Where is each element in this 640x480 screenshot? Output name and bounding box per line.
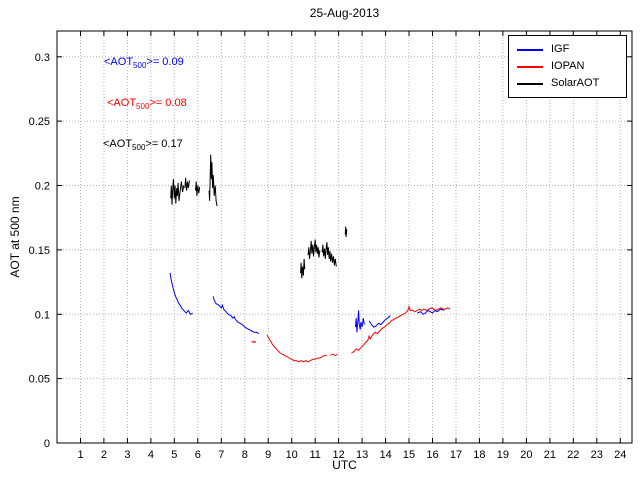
series-IOPAN — [251, 304, 451, 363]
series-IGF — [169, 272, 445, 335]
series-segment — [169, 272, 193, 315]
series-segment — [368, 315, 391, 328]
y-tick-label: 0 — [44, 438, 50, 450]
y-tick-labels: 0 0.05 0.1 0.15 0.2 0.25 0.3 — [29, 52, 50, 450]
chart-title: 25-Aug-2013 — [309, 6, 380, 20]
x-tick-label: 22 — [567, 449, 579, 461]
x-tick-label: 1 — [77, 449, 83, 461]
legend-line-sample-igf — [517, 48, 543, 51]
y-tick-label: 0.15 — [29, 245, 50, 257]
annotation-subscript: 500 — [132, 143, 146, 152]
series-segment — [266, 334, 327, 363]
axes-box — [56, 30, 633, 444]
series-segment — [321, 242, 337, 267]
series-segment — [170, 179, 185, 205]
x-tick-label: 5 — [171, 449, 177, 461]
series-segment — [344, 226, 348, 238]
x-tick-label: 21 — [544, 449, 556, 461]
x-tick-labels: 1 2 3 4 5 6 7 8 9 10 11 12 13 14 15 16 17 18 19 20 21 22 23 24 — [77, 449, 626, 461]
x-tick-label: 4 — [148, 449, 154, 461]
x-tick-label: 20 — [520, 449, 532, 461]
x-axis-label: UTC — [332, 458, 357, 472]
x-tick-label: 12 — [332, 449, 344, 461]
legend-item-iopan: IOPAN — [517, 58, 618, 75]
legend-label: IOPAN — [551, 60, 585, 72]
legend-item-igf: IGF — [517, 41, 618, 58]
legend-item-solaraot: SolarAOT — [517, 75, 618, 92]
series-segment — [417, 308, 445, 315]
series-segment — [307, 239, 321, 259]
annotation-mean-iopan: <AOT500>= 0.08 — [107, 97, 187, 111]
annotation-text: >= 0.17 — [145, 138, 183, 150]
x-tick-label: 17 — [450, 449, 462, 461]
x-tick-label: 15 — [403, 449, 415, 461]
annotation-mean-igf: <AOT500>= 0.09 — [104, 56, 184, 70]
series-segment — [212, 296, 260, 335]
series-segment — [355, 310, 365, 333]
y-tick-label: 0.2 — [35, 181, 50, 193]
y-axis-label: AOT at 500 nm — [8, 196, 22, 278]
x-tick-label: 3 — [124, 449, 130, 461]
annotation-text: <AOT — [103, 138, 133, 150]
x-tick-label: 18 — [473, 449, 485, 461]
y-tick-label: 0.3 — [35, 52, 50, 64]
x-tick-label: 23 — [591, 449, 603, 461]
x-tick-label: 9 — [265, 449, 271, 461]
annotation-subscript: 500 — [133, 61, 147, 70]
annotation-text: >= 0.09 — [146, 56, 184, 68]
series-segment — [251, 340, 257, 344]
legend: IGF IOPAN SolarAOT — [508, 35, 627, 98]
legend-line-sample-solaraot — [517, 82, 543, 85]
annotation-text: <AOT — [104, 56, 134, 68]
y-tick-label: 0.25 — [29, 116, 50, 128]
x-tick-label: 8 — [242, 449, 248, 461]
tick-marks — [57, 31, 632, 444]
annotation-subscript: 500 — [136, 102, 150, 111]
x-tick-label: 13 — [356, 449, 368, 461]
x-tick-label: 19 — [497, 449, 509, 461]
x-tick-label: 14 — [379, 449, 391, 461]
y-tick-label: 0.1 — [35, 309, 50, 321]
legend-line-sample-iopan — [517, 65, 543, 68]
y-tick-label: 0.05 — [29, 374, 50, 386]
legend-label: SolarAOT — [551, 77, 600, 89]
x-tick-label: 10 — [286, 449, 298, 461]
x-tick-label: 6 — [195, 449, 201, 461]
series-segment — [351, 304, 451, 354]
series-segment — [330, 353, 338, 356]
series-segment — [184, 177, 190, 191]
series-segment — [195, 181, 201, 196]
x-tick-label: 11 — [309, 449, 320, 461]
annotation-text: <AOT — [107, 97, 137, 109]
annotation-text: >= 0.08 — [149, 97, 187, 109]
x-tick-label: 16 — [426, 449, 438, 461]
annotation-mean-solaraot: <AOT500>= 0.17 — [103, 138, 183, 152]
legend-label: IGF — [551, 43, 570, 55]
x-tick-label: 7 — [218, 449, 224, 461]
series-SolarAOT — [170, 154, 348, 279]
series-segment — [208, 154, 218, 207]
series-segment — [300, 258, 306, 279]
x-tick-label: 2 — [101, 449, 107, 461]
x-tick-label: 24 — [614, 449, 626, 461]
